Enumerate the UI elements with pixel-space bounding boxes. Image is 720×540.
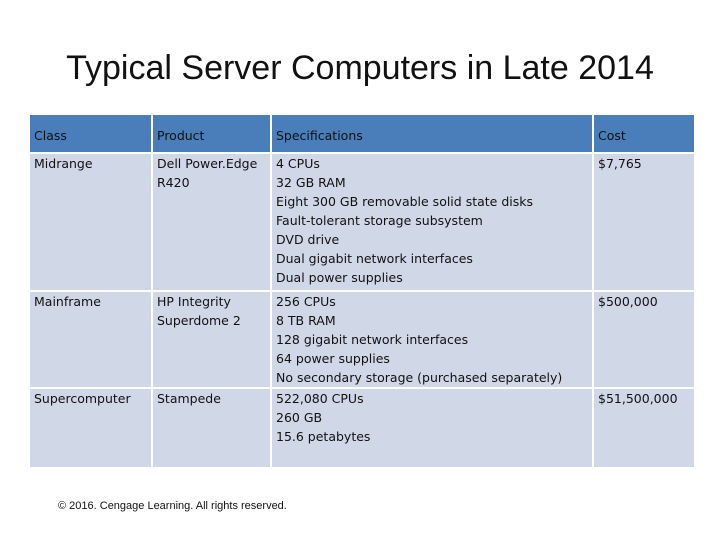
product-cell: Dell Power.Edge R420 <box>152 152 272 291</box>
class-cell: Mainframe <box>30 290 153 388</box>
header-product: Product <box>152 115 272 153</box>
copyright-footer: © 2016. Cengage Learning. All rights res… <box>58 500 287 512</box>
table-row: Mainframe HP Integrity Superdome 2 256 C… <box>30 290 694 388</box>
table-row: Supercomputer Stampede 522,080 CPUs 260 … <box>30 387 694 467</box>
header-specifications: Specifications <box>271 115 594 153</box>
cost-cell: $500,000 <box>593 290 694 388</box>
class-cell: Midrange <box>30 152 153 291</box>
class-cell: Supercomputer <box>30 387 153 467</box>
header-cost: Cost <box>593 115 694 153</box>
cost-cell: $51,500,000 <box>593 387 694 467</box>
product-cell: Stampede <box>152 387 272 467</box>
specifications-cell: 522,080 CPUs 260 GB 15.6 petabytes <box>271 387 594 467</box>
specifications-cell: 4 CPUs 32 GB RAM Eight 300 GB removable … <box>271 152 594 291</box>
product-cell: HP Integrity Superdome 2 <box>152 290 272 388</box>
table-header-row: Class Product Specifications Cost <box>30 115 694 153</box>
table-row: Midrange Dell Power.Edge R420 4 CPUs 32 … <box>30 152 694 291</box>
header-class: Class <box>30 115 153 153</box>
server-table: Class Product Specifications Cost Midran… <box>30 115 694 467</box>
slide-title: Typical Server Computers in Late 2014 <box>66 49 654 87</box>
specifications-cell: 256 CPUs 8 TB RAM 128 gigabit network in… <box>271 290 594 388</box>
cost-cell: $7,765 <box>593 152 694 291</box>
